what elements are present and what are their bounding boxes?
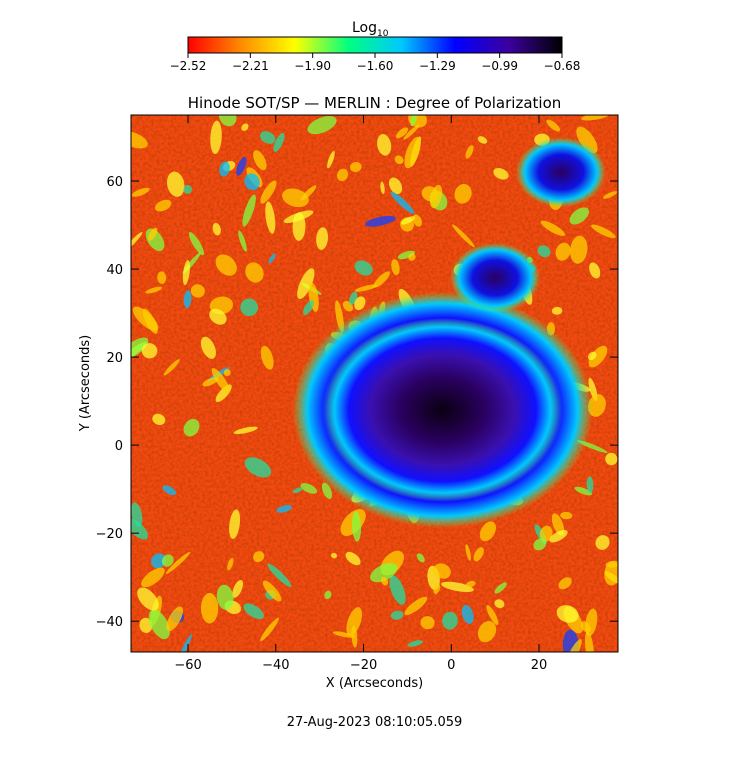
y-tick-label: −40: [96, 615, 123, 630]
magnetic-features: [292, 137, 606, 528]
x-tick-label: −60: [174, 658, 201, 673]
colorbar-gradient: [187, 36, 563, 54]
x-axis-label: X (Arcseconds): [326, 676, 423, 691]
penumbra-region: [322, 317, 563, 502]
colorbar: Log10 −2.52 −2.21 −1.90 −1.60 −1.29 −0.99 −0.6…: [170, 20, 581, 73]
colorbar-tick-label: −2.21: [232, 59, 269, 73]
x-axis: −60 −40 −20 0 20: [174, 115, 547, 673]
colorbar-tick-label: −2.52: [170, 59, 207, 73]
x-tick-label: 0: [447, 658, 455, 673]
colorbar-tick-label: −1.29: [419, 59, 456, 73]
colorbar-tick-label: −0.68: [544, 59, 581, 73]
pore-region: [515, 137, 606, 208]
pore-region: [450, 242, 541, 313]
colorbar-tick-label: −0.99: [481, 59, 518, 73]
y-tick-label: 60: [106, 175, 123, 190]
x-tick-label: −40: [262, 658, 289, 673]
colorbar-ticks: −2.52 −2.21 −1.90 −1.60 −1.29 −0.99 −0.68: [170, 53, 581, 73]
y-tick-label: 40: [106, 263, 123, 278]
x-tick-label: −20: [350, 658, 377, 673]
colorbar-label: Log10: [352, 20, 389, 39]
colorbar-tick-label: −1.60: [357, 59, 394, 73]
y-axis: −40 −20 0 20 40 60: [96, 175, 618, 630]
y-tick-label: −20: [96, 527, 123, 542]
heatmap-image: [131, 115, 618, 652]
chart-title: Hinode SOT/SP — MERLIN : Degree of Polar…: [188, 94, 562, 112]
y-tick-label: 20: [106, 351, 123, 366]
x-tick-label: 20: [531, 658, 548, 673]
y-tick-label: 0: [115, 439, 123, 454]
observation-timestamp: 27-Aug-2023 08:10:05.059: [286, 715, 463, 730]
colorbar-tick-label: −1.90: [294, 59, 331, 73]
plot-frame: [130, 114, 619, 653]
y-axis-label: Y (Arcseconds): [78, 335, 93, 432]
